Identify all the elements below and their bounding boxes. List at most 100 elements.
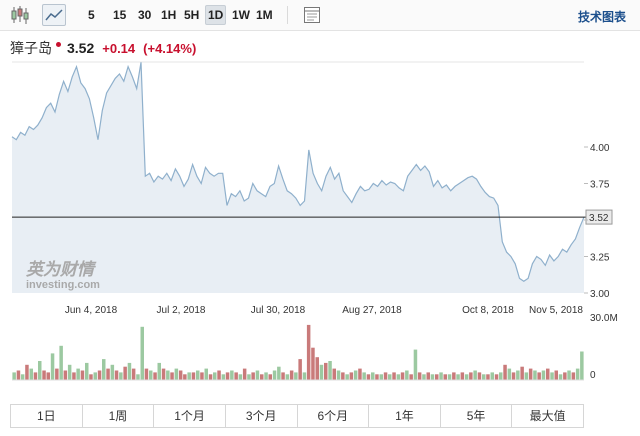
price-area [12,62,584,293]
volume-bar [161,368,166,380]
volume-bar [469,372,473,380]
volume-bar [482,374,486,380]
volume-bar [102,359,106,380]
volume-bar [251,372,255,380]
interval-5[interactable]: 5 [88,8,95,22]
volume-bar [571,372,576,380]
volume-bar [97,370,102,380]
interval-30[interactable]: 30 [138,8,152,22]
watermark-line2: investing.com [26,279,100,291]
volume-bar [119,372,123,380]
y-tick-label: 3.00 [590,289,610,300]
interval-15[interactable]: 15 [113,8,127,22]
instrument-name: 獐子岛 [10,40,52,56]
range-1m[interactable]: 1个月 [154,405,226,427]
volume-bar [33,372,38,380]
volume-bar [55,368,59,380]
interval-5h[interactable]: 5H [184,8,200,22]
volume-bar [456,374,460,380]
interval-1m[interactable]: 1M [256,8,273,22]
volume-bar [183,374,187,380]
x-tick-label: Jun 4, 2018 [65,305,118,316]
volume-bar [255,370,260,380]
volume-bar [67,364,72,380]
volume-bar [426,372,430,380]
volume-bar [80,370,85,380]
volume-bar [567,370,571,380]
panel-icon[interactable] [303,6,321,24]
x-tick-label: Nov 5, 2018 [529,305,583,316]
candlestick-icon[interactable] [8,4,32,26]
volume-bar [191,372,196,380]
volume-bar [541,370,546,380]
watermark-logo: 英为财情 investing.com [25,260,100,291]
volume-bar [264,372,268,380]
quote-header: 獐子岛 3.52 +0.14 (+4.14%) [10,38,204,58]
volume-bar [178,370,183,380]
y-tick-label: 4.00 [590,143,610,154]
volume-max-label: 30.0M [590,313,618,324]
volume-bar [285,374,290,380]
volume-bar [558,374,563,380]
range-6m[interactable]: 6个月 [298,405,370,427]
interval-1h[interactable]: 1H [161,8,177,22]
volume-bar [430,374,435,380]
price-change: +0.14 [102,40,136,56]
volume-bar [554,370,558,380]
volume-bar [460,372,465,380]
volume-bar [277,366,281,380]
range-1w[interactable]: 1周 [83,405,155,427]
volume-bar [93,372,97,380]
watermark-line1: 英为财情 [25,260,97,279]
volume-bar [153,372,157,380]
volume-bar [366,374,371,380]
range-3m[interactable]: 3个月 [226,405,298,427]
volume-bar [563,372,567,380]
range-1d[interactable]: 1日 [11,405,83,427]
current-price-marker [585,209,613,225]
technical-chart-link[interactable]: 技术图表 [577,10,626,24]
volume-bar [580,351,584,380]
volume-bar [46,372,50,380]
volume-bar [170,372,174,380]
volume-bar [447,374,452,380]
volume-bar [200,372,204,380]
volume-bar [149,370,153,380]
volume-bar [388,374,392,380]
volume-bar [157,362,161,380]
volume-bar [234,372,238,380]
volume-bar [353,370,358,380]
volume-bar [311,347,315,380]
line-chart-icon[interactable] [42,4,66,26]
volume-bar [516,370,520,380]
volume-bar [140,326,144,380]
last-price: 3.52 [67,40,95,56]
x-tick-label: Jul 30, 2018 [251,305,306,316]
range-1y[interactable]: 1年 [369,405,441,427]
volume-zero-label: 0 [590,370,596,381]
interval-1w[interactable]: 1W [232,8,250,22]
price-line [11,62,585,283]
volume-bar [524,372,529,380]
volume-bar [546,368,550,380]
volume-bar [50,353,55,380]
volume-bar [358,368,362,380]
volume-bar [144,368,149,380]
price-volume-chart[interactable]: 3.52 4.00 3.75 3.25 3.00 Jun 4, 2018 Jul 2, … [0,60,640,400]
volume-bar [59,345,63,380]
volume-bar [89,374,93,380]
volume-bar [328,361,332,380]
range-5y[interactable]: 5年 [441,405,513,427]
volume-bar [114,370,119,380]
volume-bar [511,372,516,380]
volume-bar [272,370,277,380]
interval-1d[interactable]: 1D [205,5,227,25]
range-max[interactable]: 最大值 [529,409,566,423]
volume-bar [345,374,349,380]
volume-bar [379,374,383,380]
volume-bar [452,372,456,380]
x-tick-label: Aug 27, 2018 [342,305,402,316]
volume-bar [12,372,16,380]
volume-bar [409,374,413,380]
volume-bar [417,372,422,380]
